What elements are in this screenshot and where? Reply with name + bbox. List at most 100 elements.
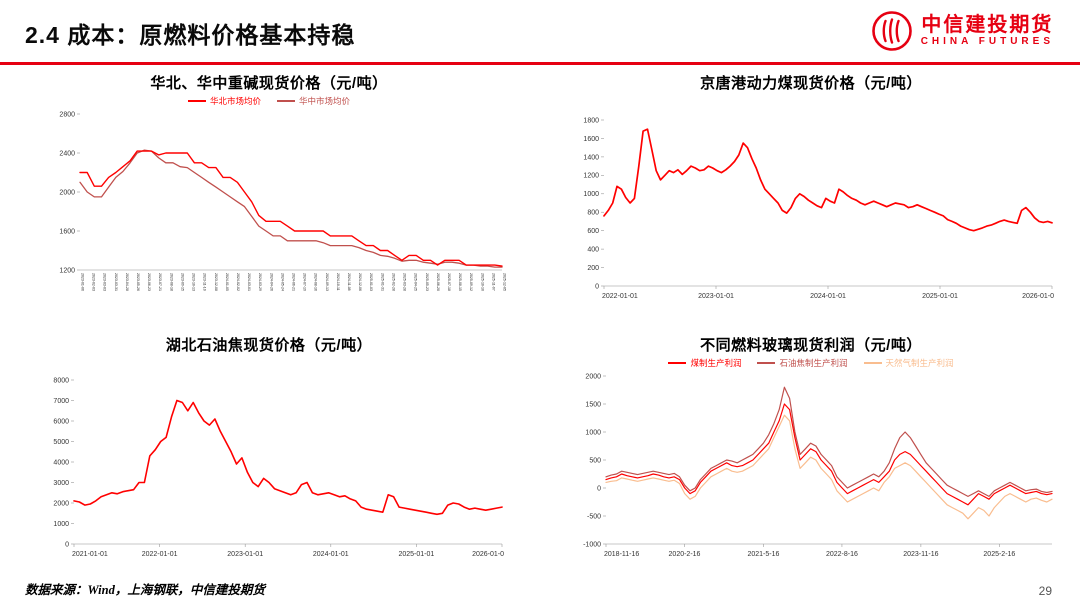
chart-canvas: 1200 1600 2000 2400 2800 2023-01-06 2023-02-03… <box>59 111 507 291</box>
legend-item: 煤制生产利润 <box>668 357 741 369</box>
x-dense-tick-label: 2025-09-12 <box>469 273 473 291</box>
chart-soda-ash-price: 华北、华中重碱现货价格（元/吨） 华北市场均价 华中市场均价 1200 1600 20… <box>28 74 510 310</box>
legend-item: 华北市场均价 <box>187 95 261 107</box>
y-tick-label: -500 <box>587 513 601 520</box>
x-tick-label: 2023-01-01 <box>698 293 734 300</box>
y-tick-label: 1000 <box>585 429 601 436</box>
legend-item: 华中市场均价 <box>277 95 350 107</box>
legend-swatch <box>187 100 206 102</box>
y-tick-label: 3000 <box>53 480 69 487</box>
x-tick-label: 2024-01-01 <box>810 293 846 300</box>
x-dense-tick-label: 2023-03-31 <box>114 273 118 291</box>
chart-glass-profit: 不同燃料玻璃现货利润（元/吨） 煤制生产利润 石油焦制生产利润 天然气制生产利润 -… <box>562 336 1060 570</box>
x-tick-label: 2026-01-0 <box>472 551 504 558</box>
x-tick-label: 2021-5-16 <box>747 551 779 558</box>
x-dense-tick-label: 2024-08-16 <box>314 273 318 291</box>
chart-title: 华北、华中重碱现货价格（元/吨） <box>150 75 388 92</box>
x-dense-tick-label: 2023-09-15 <box>180 273 184 291</box>
x-tick-label: 2020-2-16 <box>669 551 701 558</box>
x-dense-tick-label: 2024-02-02 <box>236 273 240 291</box>
y-tick-label: 1000 <box>583 191 599 198</box>
y-tick-label: 1000 <box>53 521 69 528</box>
y-tick-label: 1600 <box>583 136 599 143</box>
x-tick-label: 2025-2-16 <box>983 551 1015 558</box>
y-tick-label: 0 <box>595 283 599 290</box>
x-dense-tick-label: 2024-04-26 <box>269 273 273 291</box>
legend-label: 天然气制生产利润 <box>885 358 954 368</box>
x-dense-tick-label: 2024-09-13 <box>325 273 329 291</box>
y-tick-label: 1800 <box>583 117 599 124</box>
y-tick-label: 1600 <box>59 228 75 235</box>
chart-legend <box>562 94 1060 108</box>
x-dense-tick-label: 2025-04-25 <box>414 273 418 291</box>
company-logo: 中信建投期货 CHINA FUTURES <box>871 10 1054 52</box>
y-tick-label: 1400 <box>583 154 599 161</box>
legend-swatch <box>277 100 295 102</box>
chart-canvas: 0 200 400 600 800 1000 1200 1400 1600 1800 2022-01… <box>583 117 1054 300</box>
y-tick-label: 2800 <box>59 111 75 118</box>
legend-swatch <box>863 362 882 364</box>
y-tick-label: 0 <box>65 541 69 548</box>
x-tick-label: 2025-01-01 <box>398 551 434 558</box>
company-name-cn: 中信建投期货 <box>921 14 1054 36</box>
y-tick-label: 2000 <box>53 500 69 507</box>
x-dense-tick-label: 2025-10-10 <box>480 273 484 291</box>
x-dense-tick-label: 2023-03-03 <box>103 273 107 291</box>
x-dense-tick-label: 2023-07-21 <box>158 273 162 291</box>
y-tick-label: 8000 <box>53 377 69 384</box>
x-tick-label: 2026-01-0 <box>1022 293 1054 300</box>
x-dense-tick-label: 2023-02-03 <box>92 273 96 291</box>
page-number: 29 <box>1038 584 1052 598</box>
x-dense-tick-label: 2023-04-28 <box>125 273 129 291</box>
x-dense-tick-label: 2025-01-31 <box>380 273 384 291</box>
data-source: 数据来源：Wind，上海钢联，中信建投期货 <box>25 583 265 597</box>
x-dense-tick-label: 2024-05-24 <box>280 273 284 291</box>
x-dense-tick-label: 2023-10-13 <box>192 273 196 291</box>
legend-label: 华北市场均价 <box>209 96 261 106</box>
x-dense-tick-label: 2024-03-29 <box>258 273 262 291</box>
page-title: 2.4 成本：原燃料价格基本持稳 <box>25 22 356 48</box>
y-tick-label: -1000 <box>583 541 601 548</box>
x-dense-tick-label: 2023-11-10 <box>203 273 207 291</box>
series-line <box>79 150 503 267</box>
legend-label: 石油焦制生产利润 <box>779 358 848 368</box>
x-tick-label: 2023-01-01 <box>227 551 263 558</box>
x-dense-tick-label: 2023-01-06 <box>81 273 85 291</box>
chart-petroleum-coke-price: 湖北石油焦现货价格（元/吨） 0 1000 2000 3000 4000 5000 6000… <box>28 336 510 570</box>
y-tick-label: 500 <box>589 457 601 464</box>
series-line <box>605 403 1053 506</box>
x-dense-tick-label: 2025-11-07 <box>491 273 495 291</box>
x-dense-tick-label: 2025-07-18 <box>447 273 451 291</box>
y-tick-label: 2000 <box>585 373 601 380</box>
legend-label: 煤制生产利润 <box>690 358 742 368</box>
x-dense-tick-label: 2025-08-15 <box>458 273 462 291</box>
y-tick-label: 1200 <box>583 173 599 180</box>
y-tick-label: 1500 <box>585 401 601 408</box>
company-logo-text: 中信建投期货 CHINA FUTURES <box>921 14 1054 48</box>
legend-item: 天然气制生产利润 <box>863 357 954 369</box>
legend-item: 石油焦制生产利润 <box>757 357 848 369</box>
x-dense-tick-label: 2025-01-03 <box>369 273 373 291</box>
x-dense-tick-label: 2023-12-08 <box>214 273 218 291</box>
y-tick-label: 6000 <box>53 418 69 425</box>
y-tick-label: 1200 <box>59 267 75 274</box>
company-logo-icon <box>871 11 912 51</box>
x-dense-tick-label: 2025-12-05 <box>503 273 507 291</box>
y-tick-label: 600 <box>587 228 599 235</box>
x-tick-label: 2025-01-01 <box>922 293 958 300</box>
chart-legend: 华北市场均价 华中市场均价 <box>28 94 510 108</box>
x-dense-tick-label: 2025-05-23 <box>425 273 429 291</box>
x-dense-tick-label: 2024-10-11 <box>336 273 340 291</box>
x-dense-tick-label: 2025-02-28 <box>391 273 395 291</box>
x-tick-label: 2018-11-16 <box>604 551 639 558</box>
x-dense-tick-label: 2024-07-19 <box>303 273 307 291</box>
company-name-en: CHINA FUTURES <box>920 36 1054 47</box>
x-dense-tick-label: 2023-08-18 <box>169 273 173 291</box>
chart-thermal-coal-price: 京唐港动力煤现货价格（元/吨） 0 200 400 600 800 1000 1200 140… <box>562 74 1060 310</box>
x-tick-label: 2022-8-16 <box>826 551 858 558</box>
chart-legend <box>28 356 510 370</box>
y-tick-label: 2400 <box>59 150 75 157</box>
x-dense-tick-label: 2024-06-21 <box>292 273 296 291</box>
x-tick-label: 2022-01-01 <box>602 293 638 300</box>
